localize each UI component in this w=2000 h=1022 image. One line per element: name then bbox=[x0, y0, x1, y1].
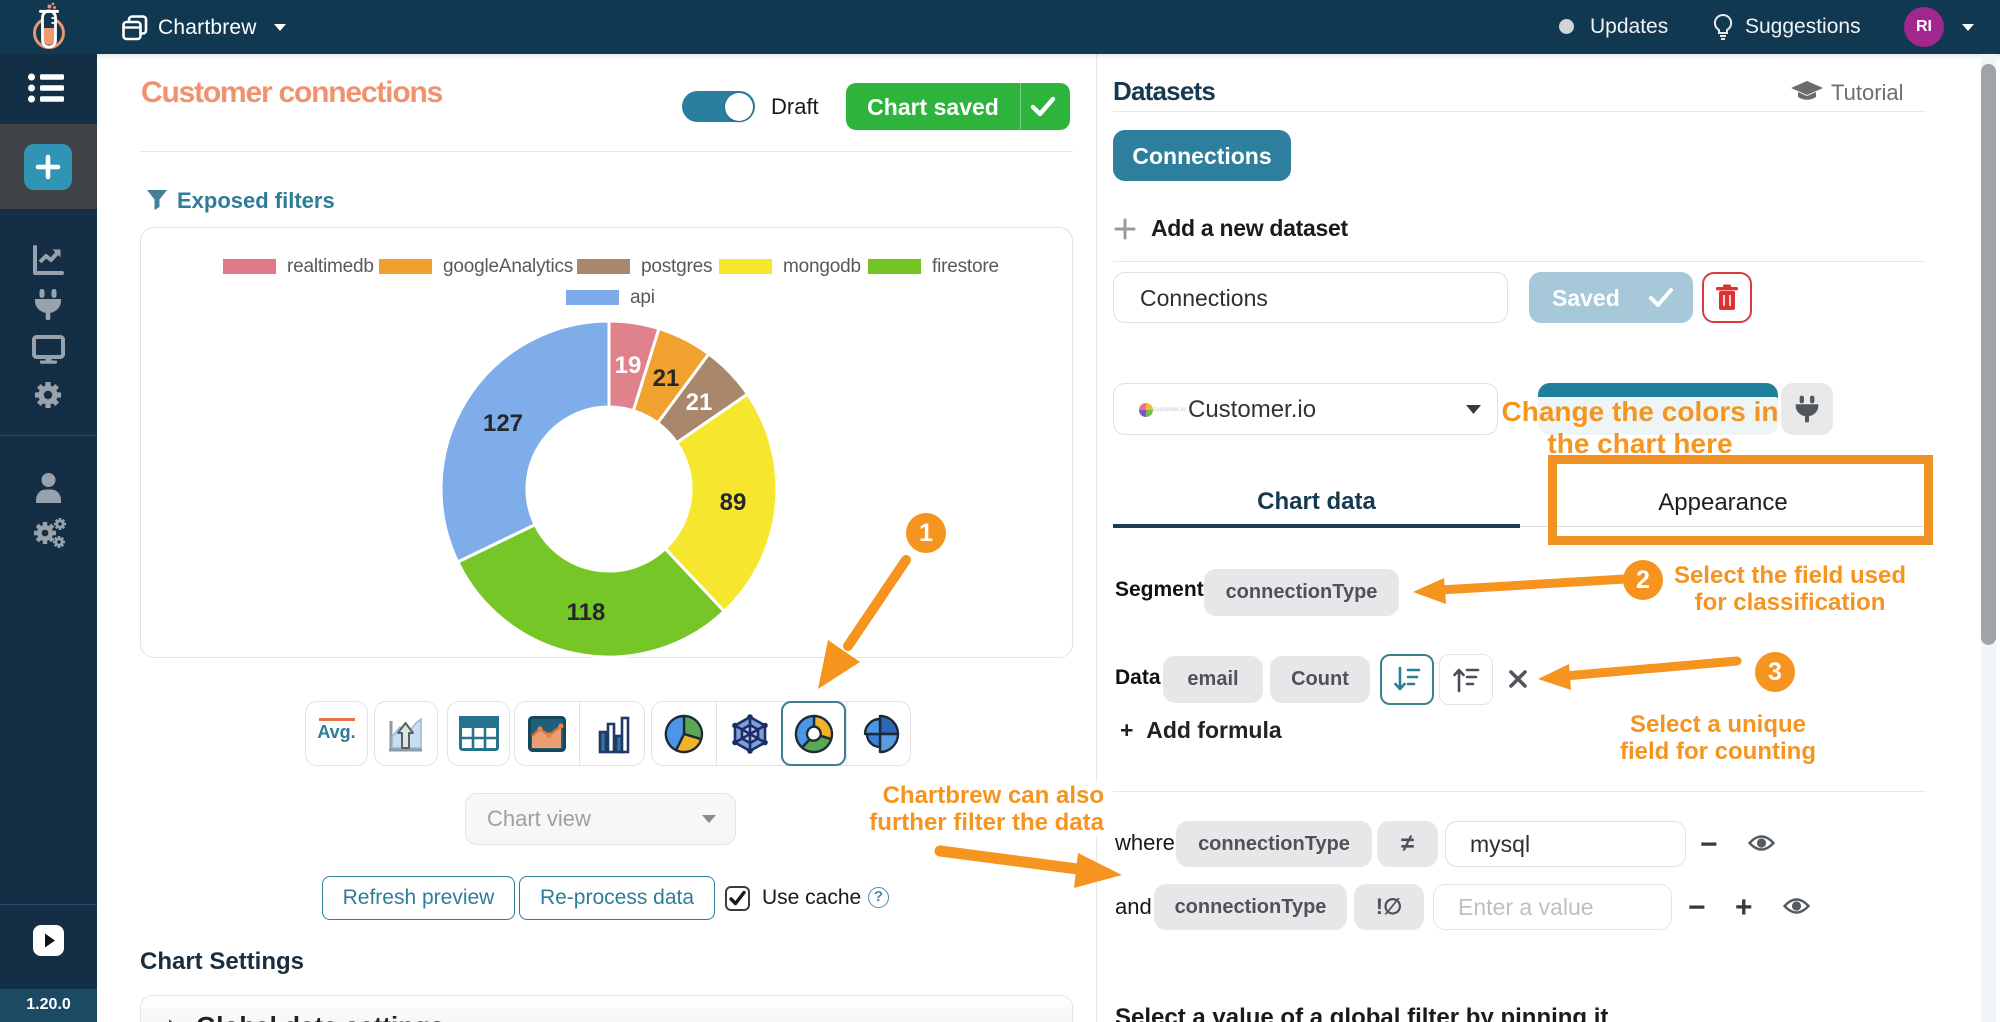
svg-text:89: 89 bbox=[720, 489, 747, 516]
svg-text:21: 21 bbox=[686, 389, 713, 416]
svg-text:19: 19 bbox=[615, 352, 642, 379]
svg-text:118: 118 bbox=[567, 599, 606, 626]
svg-text:127: 127 bbox=[483, 410, 523, 437]
svg-text:21: 21 bbox=[653, 365, 680, 392]
